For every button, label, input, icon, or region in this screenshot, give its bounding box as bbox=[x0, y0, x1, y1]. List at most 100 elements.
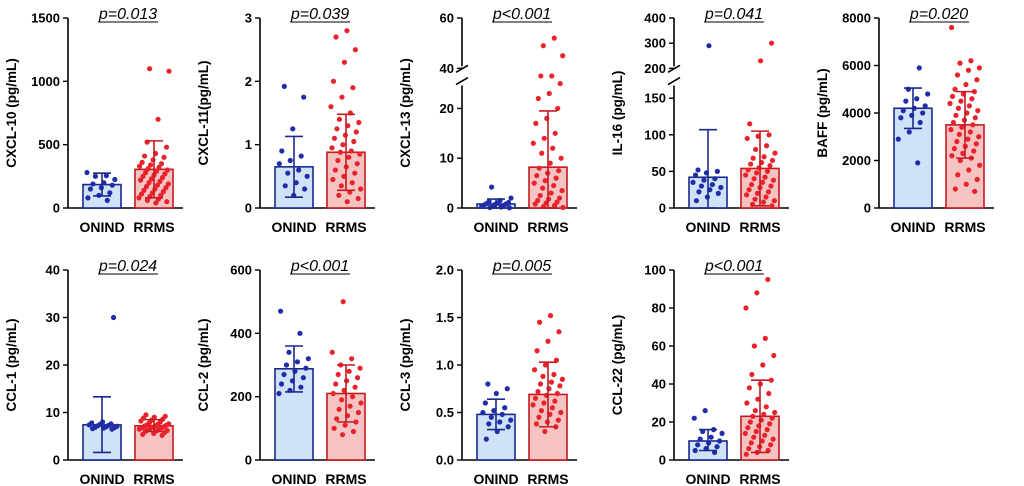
axis-break-mark bbox=[667, 76, 681, 86]
y-tick-label: 80 bbox=[652, 301, 666, 316]
data-point-rrms bbox=[536, 414, 542, 420]
data-point-rrms bbox=[352, 47, 358, 53]
data-point-rrms bbox=[333, 34, 339, 40]
data-point-rrms bbox=[954, 138, 960, 145]
data-point-rrms bbox=[136, 195, 142, 201]
data-point-rrms bbox=[751, 434, 757, 440]
data-point-rrms bbox=[753, 146, 759, 153]
data-point-rrms bbox=[952, 186, 958, 192]
data-point-rrms bbox=[751, 176, 757, 182]
p-value-label: p=0.005 bbox=[492, 258, 551, 275]
data-point-rrms bbox=[554, 390, 560, 397]
data-point-onind bbox=[692, 447, 698, 454]
data-point-rrms bbox=[759, 179, 766, 185]
data-point-rrms bbox=[560, 53, 566, 59]
data-point-rrms bbox=[950, 119, 957, 126]
data-point-rrms bbox=[743, 451, 749, 457]
data-point-rrms bbox=[743, 192, 750, 198]
data-point-rrms bbox=[756, 165, 762, 171]
x-category-label: RRMS bbox=[944, 219, 985, 235]
data-point-rrms bbox=[538, 408, 545, 414]
data-point-onind bbox=[916, 65, 922, 71]
data-point-rrms bbox=[965, 67, 972, 73]
axis-break-mark bbox=[455, 76, 469, 86]
data-point-onind bbox=[90, 181, 96, 187]
data-point-rrms bbox=[159, 432, 165, 438]
data-point-rrms bbox=[346, 154, 352, 160]
data-point-rrms bbox=[957, 60, 963, 66]
data-point-onind bbox=[692, 172, 699, 178]
x-category-label: ONIND bbox=[79, 219, 124, 235]
data-point-rrms bbox=[963, 81, 969, 88]
data-point-rrms bbox=[533, 120, 539, 126]
data-point-rrms bbox=[969, 96, 975, 102]
y-tick-label: 60 bbox=[440, 11, 454, 26]
data-point-rrms bbox=[765, 189, 772, 195]
data-point-rrms bbox=[745, 167, 751, 173]
data-point-onind bbox=[706, 43, 712, 49]
data-point-rrms bbox=[551, 182, 557, 189]
data-point-rrms bbox=[768, 183, 774, 189]
data-point-rrms bbox=[763, 404, 769, 410]
data-point-rrms bbox=[750, 155, 756, 161]
data-point-rrms bbox=[139, 159, 145, 165]
data-point-rrms bbox=[768, 442, 774, 448]
data-point-rrms bbox=[559, 376, 565, 382]
data-point-onind bbox=[714, 444, 720, 450]
chart-panel-7: 0 200 400 600 CCL-2 (pg/mL) ONIND RRMS p<0.001 bbox=[196, 258, 375, 486]
data-point-rrms bbox=[164, 199, 170, 205]
data-point-rrms bbox=[341, 173, 347, 179]
data-point-onind bbox=[297, 330, 303, 336]
y-tick-label: 0 bbox=[245, 453, 252, 468]
data-point-rrms bbox=[971, 148, 977, 154]
data-point-rrms bbox=[975, 108, 981, 114]
data-point-rrms bbox=[556, 195, 563, 201]
data-point-rrms bbox=[330, 176, 336, 183]
data-point-onind bbox=[701, 177, 707, 183]
y-axis-title: CCL-1 (pg/mL) bbox=[4, 319, 19, 412]
data-point-rrms bbox=[966, 103, 972, 109]
data-point-rrms bbox=[768, 40, 775, 46]
data-point-rrms bbox=[329, 145, 335, 151]
x-category-label: RRMS bbox=[527, 471, 568, 486]
data-point-onind bbox=[294, 359, 301, 365]
y-tick-label: 100 bbox=[644, 263, 666, 278]
data-point-rrms bbox=[147, 66, 153, 72]
data-point-onind bbox=[691, 415, 697, 421]
data-point-rrms bbox=[346, 368, 352, 374]
y-tick-label: 300 bbox=[644, 36, 666, 51]
data-point-rrms bbox=[144, 197, 151, 203]
data-point-rrms bbox=[967, 129, 973, 135]
data-point-onind bbox=[301, 94, 307, 100]
data-point-rrms bbox=[542, 362, 549, 368]
data-point-rrms bbox=[552, 398, 558, 404]
data-point-rrms bbox=[535, 95, 541, 102]
data-point-rrms bbox=[746, 446, 752, 452]
data-point-onind bbox=[895, 136, 901, 142]
data-point-rrms bbox=[532, 201, 538, 207]
data-point-rrms bbox=[163, 144, 170, 150]
y-tick-label: 50 bbox=[652, 164, 666, 179]
data-point-rrms bbox=[768, 377, 774, 383]
data-point-onind bbox=[107, 190, 113, 196]
y-tick-label: 2 bbox=[245, 74, 252, 89]
data-point-rrms bbox=[537, 381, 544, 387]
data-point-onind bbox=[695, 167, 701, 173]
data-point-rrms bbox=[334, 126, 340, 132]
data-point-rrms bbox=[357, 151, 363, 157]
data-point-onind bbox=[103, 173, 109, 179]
x-category-label: RRMS bbox=[325, 471, 366, 486]
chart-panel-8: 0.0 0.5 1.0 1.5 2.0 CCL-3 (pg/mL) ONIND RRMS p=0… bbox=[398, 258, 577, 486]
data-point-rrms bbox=[147, 162, 154, 168]
data-point-rrms bbox=[966, 167, 972, 173]
data-point-onind bbox=[508, 195, 514, 201]
data-point-rrms bbox=[153, 168, 160, 174]
p-value-label: p=0.039 bbox=[290, 6, 349, 23]
data-point-rrms bbox=[530, 140, 536, 146]
data-point-rrms bbox=[160, 188, 166, 195]
data-point-rrms bbox=[753, 428, 759, 435]
x-category-label: RRMS bbox=[133, 219, 174, 235]
data-point-rrms bbox=[354, 375, 361, 381]
data-point-onind bbox=[719, 430, 725, 436]
data-point-onind bbox=[497, 419, 503, 425]
